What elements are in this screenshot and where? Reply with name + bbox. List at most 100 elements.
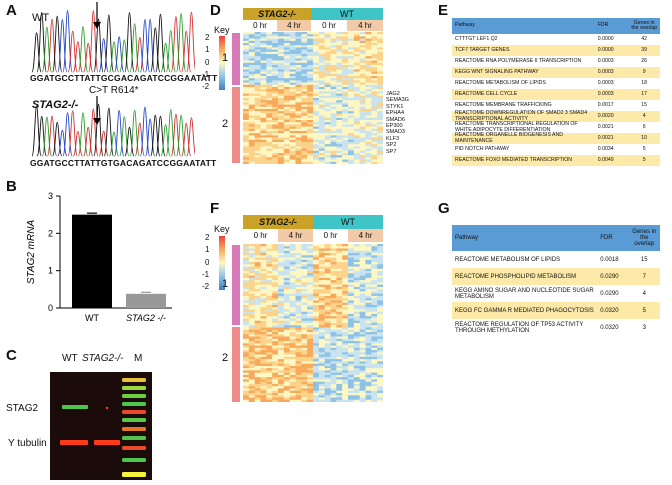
heatmap-cell: [371, 359, 378, 362]
heatmap-cell: [272, 275, 279, 279]
heatmap-cell: [359, 71, 366, 75]
heatmap-cell: [371, 399, 378, 402]
heatmap-cell: [348, 345, 355, 349]
heatmap-cell: [324, 82, 331, 86]
heatmap-cell: [342, 76, 349, 79]
heatmap-cell: [377, 284, 383, 288]
heatmap-cell: [336, 142, 343, 145]
heatmap-cell: [301, 253, 308, 256]
heatmap-cell: [330, 397, 337, 401]
heatmap-cell: [254, 275, 261, 279]
heatmap-cell: [359, 271, 366, 274]
heatmap-cell: [377, 62, 383, 66]
heatmap-cell: [283, 266, 290, 270]
mutation-label: C>T R614*: [89, 85, 139, 96]
heatmap-cell: [295, 126, 302, 130]
heatmap-cell: [353, 250, 360, 254]
heatmap-cell: [313, 128, 320, 132]
heatmap-cell: [266, 343, 273, 346]
heatmap-cell: [318, 332, 325, 335]
heatmap-cell: [254, 295, 261, 299]
heatmap-cell: [353, 131, 360, 134]
heatmap-cell: [307, 98, 314, 101]
heatmap-cell: [342, 311, 349, 315]
heatmap-cell: [353, 262, 360, 265]
heatmap-cell: [307, 332, 314, 335]
heatmap-cell: [324, 372, 331, 376]
heatmap-cell: [348, 69, 355, 72]
heatmap-cell: [371, 259, 378, 263]
heatmap-cell: [307, 137, 314, 141]
heatmap-cell: [318, 100, 325, 103]
heatmap-cell: [377, 155, 383, 158]
heatmap-cell: [353, 341, 360, 344]
heatmap-cell: [330, 248, 337, 252]
heatmap-cell: [301, 381, 308, 385]
heatmap-cell: [243, 109, 250, 112]
heatmap-cell: [266, 36, 273, 39]
heatmap-cell: [248, 262, 255, 265]
heatmap-cell: [324, 159, 331, 163]
heatmap-cell: [260, 383, 267, 387]
heatmap-cell: [243, 38, 250, 42]
heatmap-cell: [313, 388, 320, 392]
heatmap-cell: [272, 311, 279, 315]
heatmap-cell: [324, 345, 331, 349]
heatmap-cell: [342, 137, 349, 141]
heatmap-cell: [318, 347, 325, 351]
heatmap-cell: [289, 95, 296, 99]
heatmap-cell: [348, 137, 355, 141]
heatmap-cell: [295, 386, 302, 389]
heatmap-cell: [260, 60, 267, 64]
heatmap-cell: [260, 266, 267, 270]
heatmap-cell: [359, 100, 366, 103]
heatmap-cell: [342, 368, 349, 371]
heatmap-cell: [248, 352, 255, 355]
heatmap-cell: [324, 45, 331, 48]
heatmap-cell: [248, 372, 255, 376]
heatmap-cell: [336, 98, 343, 101]
heatmap-cell: [377, 113, 383, 116]
heatmap-cell: [283, 93, 290, 97]
heatmap-cell: [330, 137, 337, 141]
heatmap-cell: [272, 395, 279, 398]
heatmap-cell: [295, 157, 302, 160]
heatmap-cell: [266, 273, 273, 276]
heatmap-cell: [324, 98, 331, 101]
heatmap-cell: [371, 262, 378, 265]
heatmap-cell: [243, 100, 250, 103]
heatmap-cell: [318, 257, 325, 261]
heatmap-cell: [260, 84, 267, 88]
heatmap-cell: [248, 115, 255, 119]
heatmap-cell: [243, 379, 250, 382]
heatmap-cell: [359, 250, 366, 254]
heatmap-cell: [260, 54, 267, 57]
heatmap-cell: [295, 313, 302, 317]
heatmap-cell: [254, 345, 261, 349]
heatmap-cell: [365, 32, 372, 35]
fdr-cell: 0.0290: [597, 268, 629, 285]
heatmap-cell: [295, 390, 302, 394]
heatmap-cell: [272, 365, 279, 369]
heatmap-cell: [318, 379, 325, 382]
heatmap-cell: [266, 323, 273, 326]
panel-label-f: F: [210, 200, 220, 217]
heatmap-cell: [289, 264, 296, 267]
heatmap-cell: [336, 93, 343, 97]
heatmap-cell: [307, 289, 314, 292]
heatmap-cell: [260, 253, 267, 256]
heatmap-cell: [272, 379, 279, 382]
pathway-cell: KEGG AMINO SUGAR AND NUCLEOTIDE SUGAR ME…: [455, 287, 594, 300]
heatmap-cell: [278, 257, 285, 261]
heatmap-cell: [330, 122, 337, 125]
heatmap-cell: [248, 307, 255, 310]
heatmap-cell: [324, 62, 331, 66]
heatmap-cell: [342, 262, 349, 265]
heatmap-cell: [243, 69, 250, 72]
heatmap-cell: [283, 89, 290, 92]
heatmap-cell: [272, 325, 279, 328]
heatmap-cell: [248, 51, 255, 55]
heatmap-cell: [289, 298, 296, 301]
heatmap-cell: [330, 271, 337, 274]
heatmap-cell: [295, 372, 302, 376]
